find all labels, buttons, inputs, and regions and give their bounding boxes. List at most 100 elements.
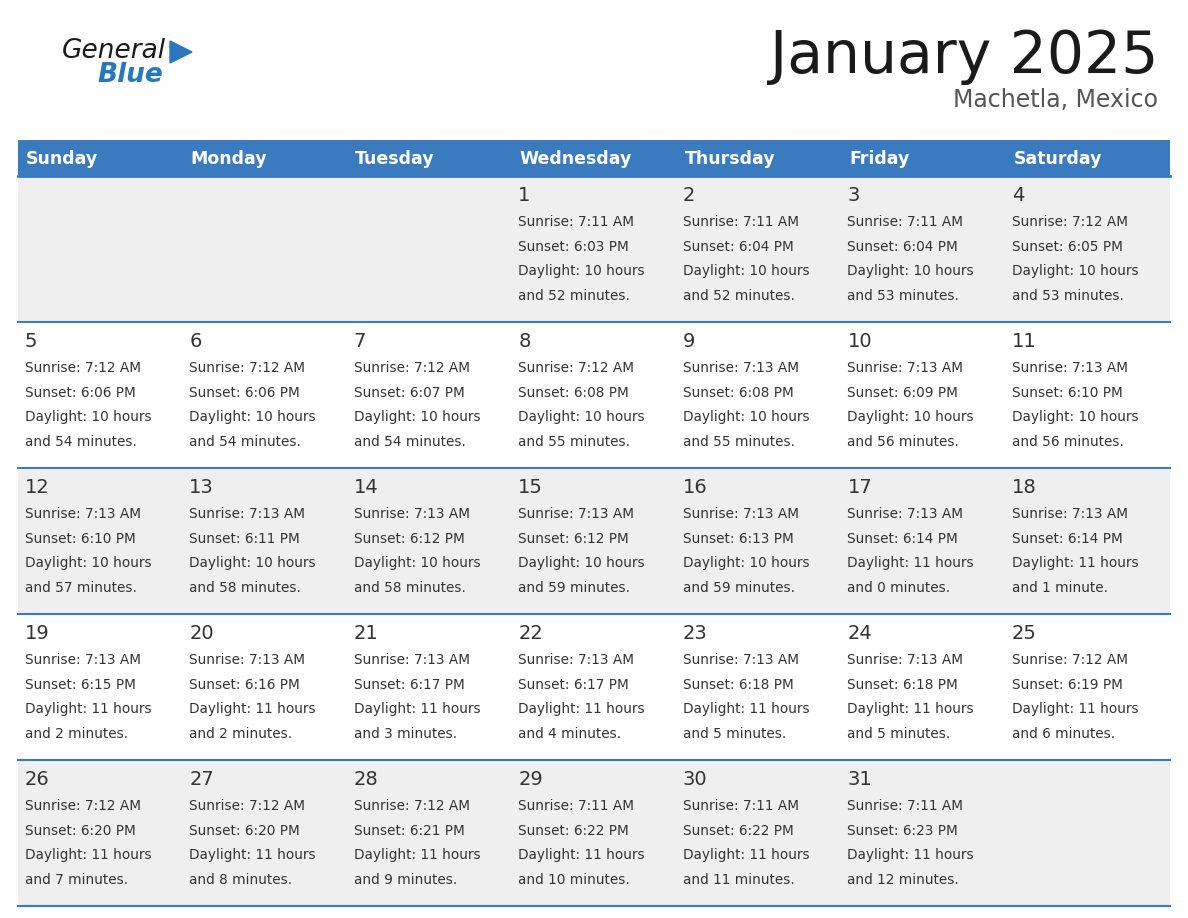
Text: Sunset: 6:11 PM: Sunset: 6:11 PM — [189, 532, 299, 546]
Text: Daylight: 10 hours: Daylight: 10 hours — [189, 410, 316, 424]
Bar — [18, 614, 183, 760]
Text: and 5 minutes.: and 5 minutes. — [683, 727, 786, 741]
Text: Sunrise: 7:11 AM: Sunrise: 7:11 AM — [847, 216, 963, 230]
Bar — [183, 176, 347, 322]
Text: Sunset: 6:16 PM: Sunset: 6:16 PM — [189, 678, 299, 692]
Text: 4: 4 — [1012, 186, 1024, 205]
Bar — [841, 176, 1005, 322]
Bar — [1005, 468, 1170, 614]
Text: 18: 18 — [1012, 478, 1037, 497]
Text: Daylight: 10 hours: Daylight: 10 hours — [354, 556, 480, 570]
Text: 24: 24 — [847, 624, 872, 643]
Text: Sunrise: 7:13 AM: Sunrise: 7:13 AM — [518, 654, 634, 667]
Text: 19: 19 — [25, 624, 50, 643]
Text: 11: 11 — [1012, 332, 1037, 351]
Text: and 0 minutes.: and 0 minutes. — [847, 581, 950, 595]
Bar — [512, 468, 676, 614]
Text: Sunrise: 7:12 AM: Sunrise: 7:12 AM — [189, 362, 305, 375]
Text: Daylight: 11 hours: Daylight: 11 hours — [25, 702, 151, 716]
Bar — [1005, 322, 1170, 468]
Text: Daylight: 11 hours: Daylight: 11 hours — [847, 848, 974, 863]
Text: 16: 16 — [683, 478, 708, 497]
Text: Daylight: 11 hours: Daylight: 11 hours — [354, 702, 480, 716]
Text: Sunset: 6:03 PM: Sunset: 6:03 PM — [518, 240, 630, 254]
Bar — [183, 140, 347, 176]
Text: and 3 minutes.: and 3 minutes. — [354, 727, 457, 741]
Bar — [347, 322, 512, 468]
Text: and 11 minutes.: and 11 minutes. — [683, 873, 795, 887]
Text: Sunset: 6:19 PM: Sunset: 6:19 PM — [1012, 678, 1123, 692]
Text: Sunrise: 7:11 AM: Sunrise: 7:11 AM — [847, 800, 963, 813]
Text: 9: 9 — [683, 332, 695, 351]
Text: Sunset: 6:14 PM: Sunset: 6:14 PM — [1012, 532, 1123, 546]
Bar — [1005, 176, 1170, 322]
Text: Sunrise: 7:13 AM: Sunrise: 7:13 AM — [189, 508, 305, 521]
Text: and 56 minutes.: and 56 minutes. — [847, 435, 960, 449]
Text: Monday: Monday — [191, 150, 267, 168]
Text: Sunrise: 7:12 AM: Sunrise: 7:12 AM — [354, 800, 469, 813]
Text: Daylight: 10 hours: Daylight: 10 hours — [25, 556, 151, 570]
Text: 25: 25 — [1012, 624, 1037, 643]
Text: Daylight: 10 hours: Daylight: 10 hours — [518, 556, 645, 570]
Text: Daylight: 11 hours: Daylight: 11 hours — [847, 702, 974, 716]
Text: and 54 minutes.: and 54 minutes. — [189, 435, 301, 449]
Text: Daylight: 10 hours: Daylight: 10 hours — [683, 556, 809, 570]
Text: Sunrise: 7:11 AM: Sunrise: 7:11 AM — [518, 800, 634, 813]
Bar — [347, 140, 512, 176]
Bar — [183, 322, 347, 468]
Text: Daylight: 10 hours: Daylight: 10 hours — [518, 410, 645, 424]
Text: 20: 20 — [189, 624, 214, 643]
Bar — [347, 176, 512, 322]
Text: Thursday: Thursday — [684, 150, 775, 168]
Text: Sunrise: 7:13 AM: Sunrise: 7:13 AM — [847, 654, 963, 667]
Text: 2: 2 — [683, 186, 695, 205]
Text: Daylight: 11 hours: Daylight: 11 hours — [189, 848, 316, 863]
Text: 27: 27 — [189, 770, 214, 789]
Text: and 59 minutes.: and 59 minutes. — [683, 581, 795, 595]
Text: Sunrise: 7:13 AM: Sunrise: 7:13 AM — [1012, 362, 1129, 375]
Text: Sunset: 6:21 PM: Sunset: 6:21 PM — [354, 824, 465, 838]
Text: January 2025: January 2025 — [770, 28, 1158, 85]
Bar — [347, 614, 512, 760]
Text: Daylight: 11 hours: Daylight: 11 hours — [683, 848, 809, 863]
Bar — [676, 468, 841, 614]
Bar — [676, 614, 841, 760]
Text: Sunrise: 7:11 AM: Sunrise: 7:11 AM — [683, 216, 798, 230]
Text: Sunrise: 7:13 AM: Sunrise: 7:13 AM — [189, 654, 305, 667]
Bar — [183, 614, 347, 760]
Text: Daylight: 11 hours: Daylight: 11 hours — [189, 702, 316, 716]
Text: Sunset: 6:06 PM: Sunset: 6:06 PM — [25, 386, 135, 400]
Text: and 1 minute.: and 1 minute. — [1012, 581, 1108, 595]
Text: Daylight: 10 hours: Daylight: 10 hours — [1012, 410, 1138, 424]
Text: Sunset: 6:17 PM: Sunset: 6:17 PM — [354, 678, 465, 692]
Text: and 7 minutes.: and 7 minutes. — [25, 873, 127, 887]
Text: Tuesday: Tuesday — [355, 150, 435, 168]
Text: Daylight: 11 hours: Daylight: 11 hours — [683, 702, 809, 716]
Text: and 54 minutes.: and 54 minutes. — [25, 435, 137, 449]
Text: 30: 30 — [683, 770, 708, 789]
Text: and 2 minutes.: and 2 minutes. — [25, 727, 127, 741]
Text: Sunset: 6:17 PM: Sunset: 6:17 PM — [518, 678, 630, 692]
Text: Sunset: 6:13 PM: Sunset: 6:13 PM — [683, 532, 794, 546]
Text: and 10 minutes.: and 10 minutes. — [518, 873, 630, 887]
Text: Sunset: 6:14 PM: Sunset: 6:14 PM — [847, 532, 959, 546]
Text: Sunset: 6:22 PM: Sunset: 6:22 PM — [683, 824, 794, 838]
Text: Sunset: 6:18 PM: Sunset: 6:18 PM — [683, 678, 794, 692]
Bar — [18, 468, 183, 614]
Text: and 8 minutes.: and 8 minutes. — [189, 873, 292, 887]
Bar — [1005, 760, 1170, 906]
Text: Sunrise: 7:11 AM: Sunrise: 7:11 AM — [518, 216, 634, 230]
Text: Sunset: 6:23 PM: Sunset: 6:23 PM — [847, 824, 959, 838]
Text: Sunset: 6:20 PM: Sunset: 6:20 PM — [25, 824, 135, 838]
Text: and 53 minutes.: and 53 minutes. — [1012, 289, 1124, 303]
Text: Sunset: 6:20 PM: Sunset: 6:20 PM — [189, 824, 299, 838]
Bar — [841, 140, 1005, 176]
Text: Sunrise: 7:13 AM: Sunrise: 7:13 AM — [847, 362, 963, 375]
Bar — [841, 322, 1005, 468]
Text: 7: 7 — [354, 332, 366, 351]
Bar — [1005, 140, 1170, 176]
Text: Sunrise: 7:13 AM: Sunrise: 7:13 AM — [354, 508, 469, 521]
Text: Sunrise: 7:12 AM: Sunrise: 7:12 AM — [1012, 216, 1129, 230]
Text: Sunrise: 7:12 AM: Sunrise: 7:12 AM — [1012, 654, 1129, 667]
Text: Daylight: 11 hours: Daylight: 11 hours — [1012, 702, 1138, 716]
